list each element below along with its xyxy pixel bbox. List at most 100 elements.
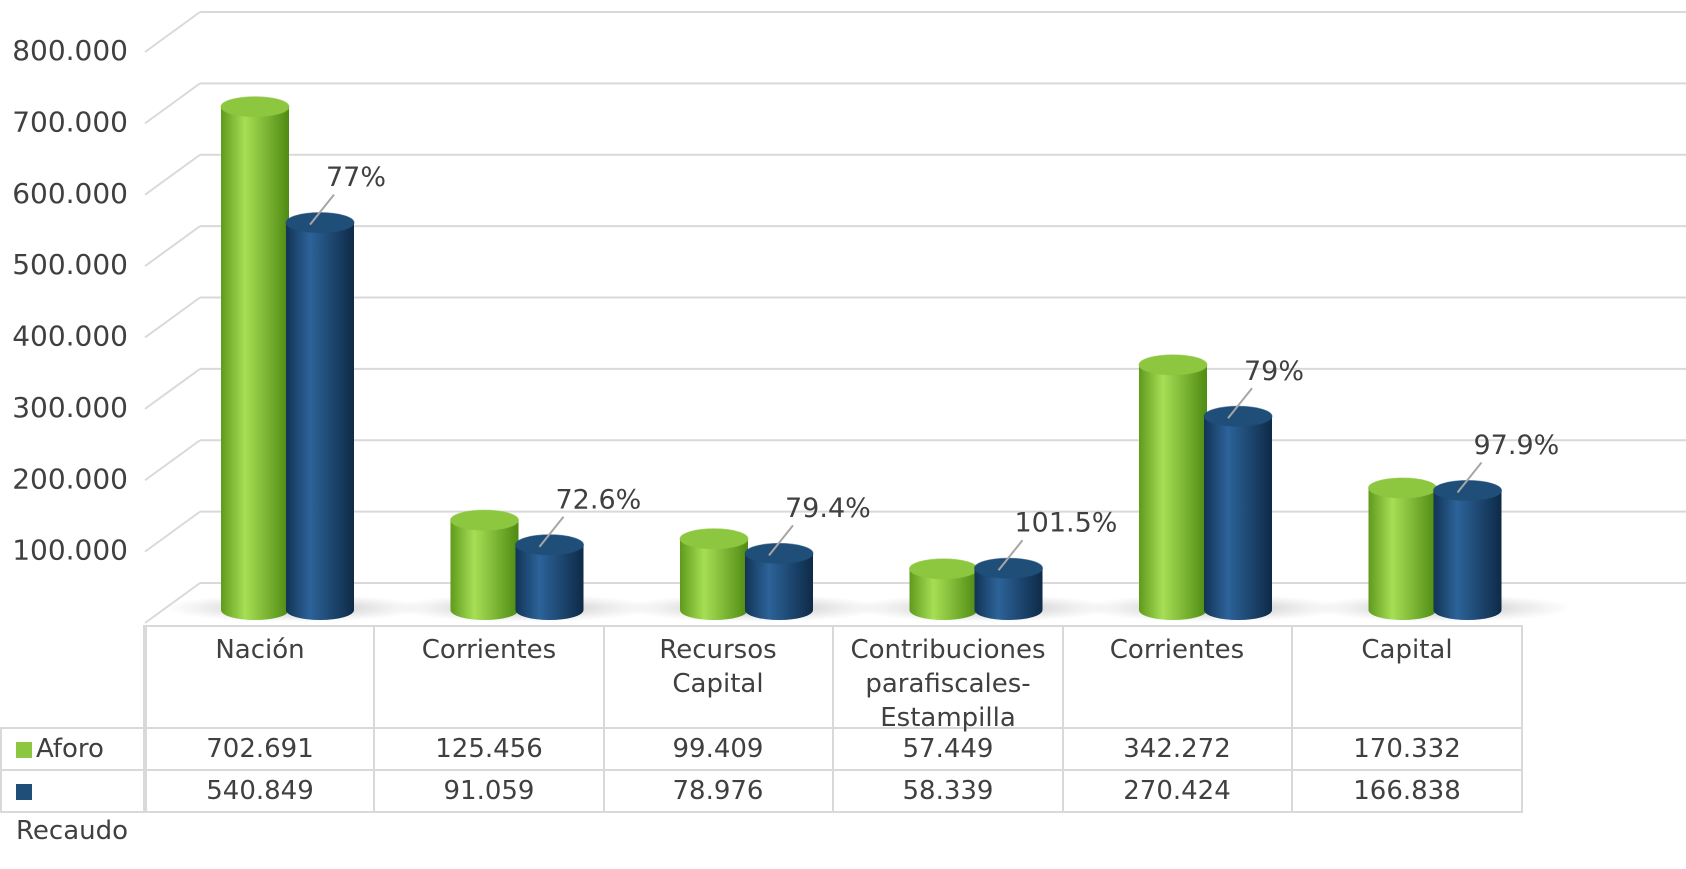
- bar-top: [515, 534, 584, 556]
- bar-body: [1433, 490, 1502, 610]
- category-label: Capital: [1293, 625, 1523, 729]
- table-value: 57.449: [834, 729, 1064, 771]
- bar-body: [286, 222, 354, 611]
- bar: [974, 557, 1043, 620]
- axis-line: [144, 582, 201, 624]
- bar-top: [1138, 354, 1208, 376]
- bar-base: [1204, 600, 1272, 620]
- legend-entry: Recaudo: [0, 771, 145, 846]
- leader-line: [1456, 461, 1483, 494]
- bar-body: [515, 544, 584, 610]
- bar-top: [450, 509, 519, 531]
- table-value: 702.691: [145, 729, 375, 771]
- bar-base: [1139, 600, 1207, 620]
- legend-label: Recaudo: [16, 816, 129, 846]
- bar-body: [221, 106, 289, 610]
- bar-top: [1433, 480, 1502, 502]
- bar: [220, 96, 290, 620]
- leader-line: [997, 539, 1024, 571]
- table-value: 166.838: [1293, 771, 1523, 813]
- grid-line: [144, 510, 201, 553]
- bar-body: [1368, 487, 1437, 610]
- table-value: 99.409: [604, 729, 834, 771]
- bar: [1203, 405, 1273, 620]
- grid-line: [144, 153, 201, 196]
- legend-entry: Aforo: [0, 729, 145, 771]
- bar-base: [221, 600, 289, 620]
- bar: [450, 509, 519, 620]
- category-label: Contribuciones parafiscales- Estampilla: [834, 625, 1064, 733]
- y-tick-label: 200.000: [12, 462, 128, 495]
- table-value: 78.976: [604, 771, 834, 813]
- annotation: 72.6%: [556, 484, 642, 515]
- bar-top: [1368, 477, 1437, 499]
- bar-base: [450, 600, 519, 620]
- y-tick-label: 600.000: [12, 177, 128, 210]
- annotation: 77%: [326, 162, 386, 193]
- leader-line: [538, 516, 565, 548]
- y-tick-label: 700.000: [12, 105, 128, 138]
- annotation: 97.9%: [1474, 430, 1560, 461]
- y-tick-label: 300.000: [12, 391, 128, 424]
- grid-line: [144, 368, 201, 410]
- table-value: 170.332: [1293, 729, 1523, 771]
- category-label: Nación: [145, 625, 375, 729]
- legend-swatch: [16, 741, 32, 758]
- table-value: 91.059: [375, 771, 605, 813]
- table-value: 270.424: [1063, 771, 1293, 813]
- bar: [1138, 354, 1208, 620]
- bar-base: [515, 600, 584, 620]
- y-tick-label: 100.000: [12, 534, 128, 567]
- annotation: 79%: [1244, 356, 1304, 387]
- bar: [744, 542, 814, 620]
- table-value: 342.272: [1063, 729, 1293, 771]
- table-corner: [0, 625, 145, 729]
- bar-base: [974, 600, 1043, 620]
- bar-top: [285, 212, 355, 234]
- category-label: Corrientes: [375, 625, 605, 729]
- table-value: 125.456: [375, 729, 605, 771]
- y-tick-label: 400.000: [12, 320, 128, 353]
- bar: [1368, 477, 1437, 620]
- bar: [679, 528, 749, 620]
- bar: [1433, 480, 1502, 620]
- bar-body: [1204, 416, 1272, 610]
- y-tick-label: 800.000: [12, 34, 128, 67]
- bar-body: [1139, 364, 1207, 610]
- bar: [285, 212, 355, 620]
- leader-line: [1227, 387, 1253, 419]
- table-value: 540.849: [145, 771, 375, 813]
- bar-base: [1433, 600, 1502, 620]
- bar-top: [909, 558, 978, 580]
- legend-swatch: [16, 783, 32, 800]
- grid-line: [144, 296, 201, 339]
- leader-line: [309, 193, 335, 226]
- bar-top: [744, 542, 814, 564]
- bar-base: [286, 600, 354, 620]
- y-tick-label: 500.000: [12, 248, 128, 281]
- annotation: 79.4%: [785, 493, 871, 524]
- legend-label: Aforo: [36, 734, 104, 764]
- bar: [909, 558, 978, 620]
- bar-top: [679, 528, 749, 550]
- category-label: Corrientes: [1063, 625, 1293, 729]
- bar-body: [450, 520, 519, 610]
- bar-top: [220, 96, 290, 118]
- category-label: Recursos Capital: [604, 625, 834, 729]
- bar-base: [1368, 600, 1437, 620]
- bar-top: [974, 557, 1043, 579]
- bar-base: [909, 600, 978, 620]
- leader-line: [768, 524, 794, 557]
- bar-top: [1203, 405, 1273, 427]
- table-value: 58.339: [834, 771, 1064, 813]
- grid-line: [144, 225, 201, 267]
- annotation: 101.5%: [1015, 508, 1118, 539]
- bar: [515, 534, 584, 620]
- bar-base: [745, 600, 813, 620]
- grid-line: [144, 11, 201, 53]
- grid-line: [144, 439, 201, 482]
- bar-body: [680, 538, 748, 610]
- bar-base: [680, 600, 748, 620]
